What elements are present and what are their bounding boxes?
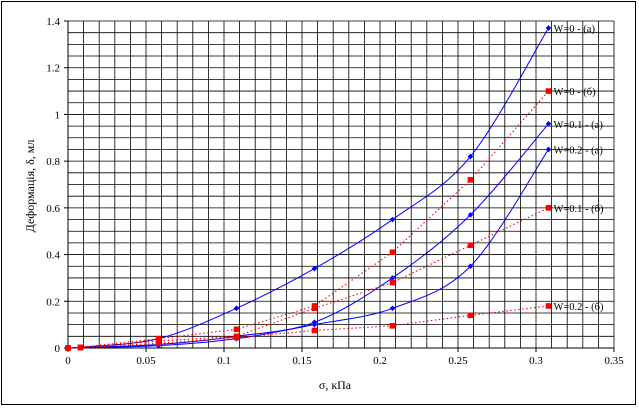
series-line — [67, 149, 549, 349]
data-point — [545, 25, 552, 31]
series-label: W=0.1 - (a) — [553, 120, 603, 131]
data-point — [467, 263, 474, 270]
data-point — [233, 305, 240, 312]
data-point — [545, 88, 552, 94]
data-point — [65, 345, 71, 351]
axes — [64, 20, 615, 352]
data-point — [389, 279, 396, 286]
data-point — [467, 153, 474, 160]
data-point — [311, 265, 318, 272]
series-label: W=0 - (a) — [553, 24, 595, 35]
data-point — [467, 177, 474, 183]
x-axis-title: σ, кПа — [319, 378, 352, 392]
series-label: W=0.2 - (a) — [553, 145, 603, 156]
data-point — [389, 323, 396, 329]
x-tick-label: 0.35 — [604, 355, 624, 367]
series-label: W=0 - (б) — [553, 87, 596, 98]
data-point — [389, 216, 396, 223]
data-point — [545, 205, 552, 211]
tick-labels: 0 0.05 0.1 0.15 0.2 0.25 0.3 0.35 0 0.2 0.4 0.6 0.8 1… — [46, 16, 624, 367]
series — [65, 25, 552, 351]
series-0 — [65, 25, 552, 351]
series-label: W=0.1 - (б) — [553, 204, 604, 215]
data-point — [233, 334, 240, 341]
data-point — [467, 312, 474, 319]
x-tick-label: 0.3 — [529, 355, 543, 367]
data-point — [545, 120, 552, 127]
y-tick-label: 0.4 — [46, 250, 60, 262]
x-tick-label: 0.15 — [292, 355, 312, 367]
y-tick-label: 0 — [55, 343, 61, 355]
grid — [67, 20, 615, 349]
x-tick-label: 0 — [65, 355, 71, 367]
x-tick-label: 0.25 — [448, 355, 468, 367]
series-2 — [65, 120, 552, 351]
series-3 — [65, 146, 552, 351]
data-point — [311, 321, 318, 328]
y-tick-label: 0.6 — [46, 203, 60, 215]
data-point — [467, 212, 474, 218]
data-point — [389, 249, 396, 256]
x-tick-label: 0.1 — [217, 355, 231, 367]
data-point — [545, 146, 552, 153]
data-point — [389, 275, 396, 281]
data-point — [311, 305, 318, 312]
series-line — [67, 123, 549, 349]
y-axis-title: Деформація, δ, мл — [23, 140, 37, 233]
series-line — [67, 27, 549, 349]
series-5 — [65, 303, 552, 351]
data-point — [545, 303, 552, 309]
y-tick-label: 1.2 — [46, 63, 60, 75]
series-label: W=0.2 - (б) — [553, 302, 604, 313]
data-point — [155, 340, 162, 347]
x-tick-label: 0.2 — [373, 355, 387, 367]
y-tick-label: 1.4 — [46, 16, 60, 28]
y-tick-label: 1 — [55, 109, 61, 121]
series-labels: W=0 - (a) W=0 - (б) W=0.1 - (a) W=0.2 - (a)… — [553, 24, 604, 313]
x-tick-label: 0.05 — [136, 355, 156, 367]
data-point — [467, 242, 474, 249]
data-point — [233, 326, 240, 333]
y-tick-label: 0.8 — [46, 156, 60, 168]
data-point — [77, 344, 84, 351]
data-point — [389, 305, 396, 312]
y-tick-label: 0.2 — [46, 296, 60, 308]
data-point — [311, 327, 318, 334]
